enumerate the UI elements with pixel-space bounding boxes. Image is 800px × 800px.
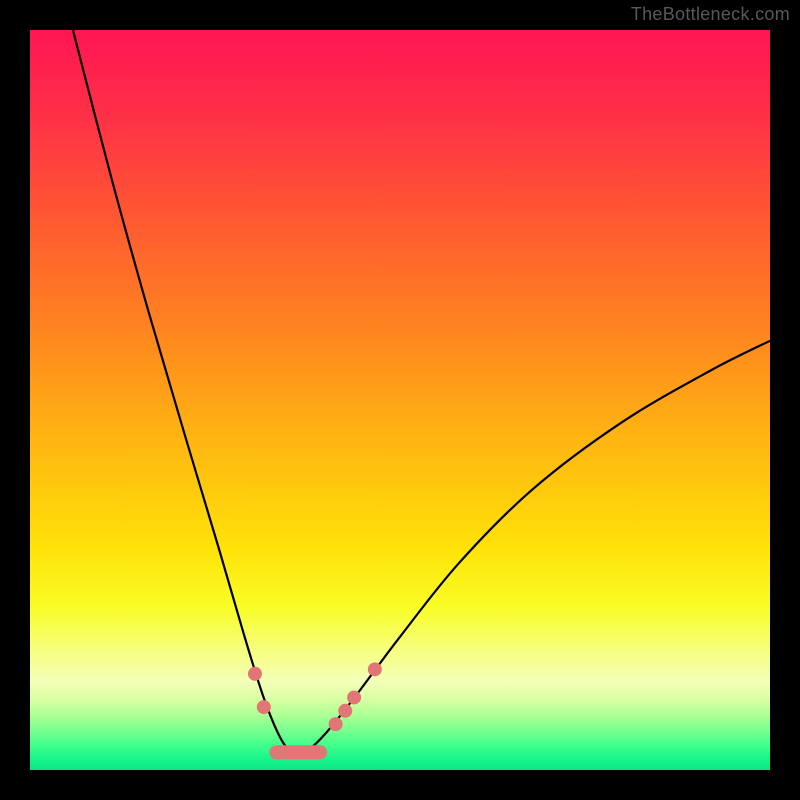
marker-dot: [248, 667, 262, 681]
marker-dot: [368, 662, 382, 676]
marker-dot: [338, 704, 352, 718]
watermark-text: TheBottleneck.com: [631, 4, 790, 25]
marker-dot: [329, 717, 343, 731]
bottleneck-chart: [0, 0, 800, 800]
chart-stage: TheBottleneck.com: [0, 0, 800, 800]
marker-dot: [347, 690, 361, 704]
marker-dot: [257, 700, 271, 714]
